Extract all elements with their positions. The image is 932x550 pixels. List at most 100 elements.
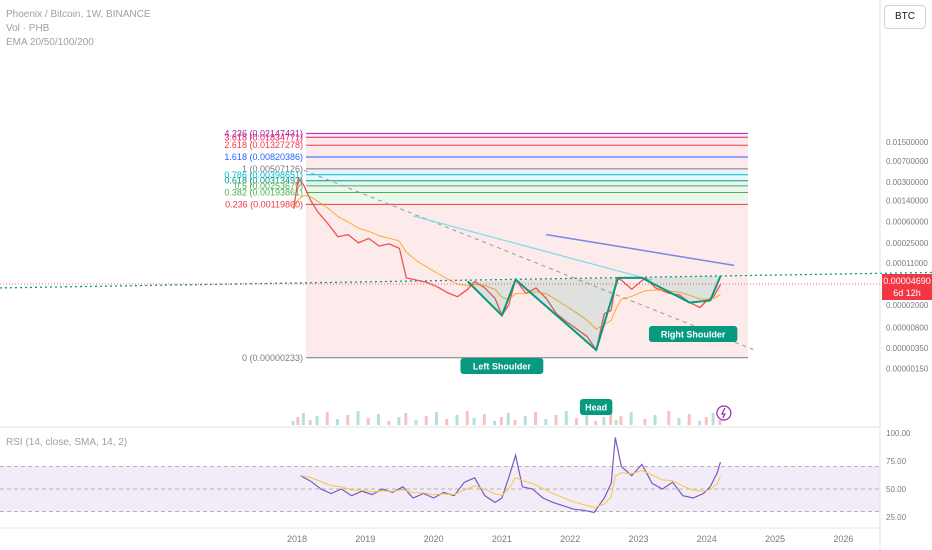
y-tick-label: 0.00700000	[886, 157, 929, 166]
volume-bar	[482, 414, 486, 425]
y-tick-label: 0.00060000	[886, 217, 929, 226]
fib-zone	[306, 133, 748, 138]
ema-label: EMA 20/50/100/200	[6, 37, 94, 48]
volume-bar	[718, 420, 722, 425]
chart-legend: Phoenix / Bitcoin, 1W, BINANCE Vol · PHB…	[6, 8, 151, 50]
channel-line[interactable]	[546, 233, 735, 267]
volume-bar	[445, 419, 449, 425]
volume-bar	[376, 414, 380, 425]
rsi-band	[0, 466, 880, 512]
fib-zone	[306, 168, 748, 175]
head-and-shoulders-pattern[interactable]: Left Shoulder Head Right Shoulder	[460, 275, 738, 415]
x-tick-label: 2025	[765, 534, 785, 544]
lightning-icon[interactable]	[716, 405, 732, 421]
volume-label: Vol · PHB	[6, 23, 50, 34]
volume-bar	[506, 413, 510, 425]
fib-zone	[306, 192, 748, 205]
volume-bar	[315, 416, 319, 425]
volume-bar	[614, 420, 618, 425]
right-shoulder-label-text: Right Shoulder	[661, 330, 726, 340]
countdown-label: 6d 12h	[893, 288, 921, 298]
x-tick-label: 2018	[287, 534, 307, 544]
volume-bar	[301, 413, 305, 425]
y-tick-label: 0.01500000	[886, 138, 929, 147]
fib-level-label: 3.618 (0.01834771)	[224, 132, 303, 142]
fib-zone	[306, 145, 748, 158]
volume-bar	[677, 418, 681, 425]
neckline-dotted[interactable]	[0, 271, 932, 289]
volume-bar	[667, 411, 671, 425]
symbol-button[interactable]: BTC	[884, 5, 926, 29]
volume-bar	[513, 420, 517, 425]
fib-zone	[306, 137, 748, 146]
rsi-pane[interactable]	[0, 426, 880, 514]
head-label-text: Head	[585, 403, 607, 413]
volume-bar	[564, 411, 568, 425]
current-price-value: 0.00004690	[883, 276, 931, 286]
y-tick-label: 0.00025000	[886, 239, 929, 248]
volume-bar	[397, 417, 401, 425]
volume-bar	[711, 413, 715, 425]
x-tick-label: 2021	[492, 534, 512, 544]
fib-level-label: 0.786 (0.00398651)	[224, 170, 303, 180]
volume-bar	[335, 419, 339, 425]
fib-level-label: 0.382 (0.00193861)	[224, 188, 303, 198]
head-label-box	[579, 399, 613, 415]
volume-bar	[585, 414, 589, 425]
rsi-sma-line	[300, 469, 721, 509]
volume-bar	[356, 411, 360, 425]
volume-bar	[499, 417, 503, 425]
volume-bar	[687, 414, 691, 425]
lightning-glyph	[720, 407, 726, 419]
volume-bar	[653, 415, 657, 425]
x-tick-label: 2020	[424, 534, 444, 544]
fib-zone	[306, 185, 748, 193]
volume-bar	[435, 412, 439, 425]
volume-bar	[609, 413, 613, 425]
y-tick-label: 0.00002000	[886, 301, 929, 310]
volume-bar	[704, 417, 708, 425]
volume-bar	[472, 418, 476, 425]
current-price-tag: 0.00004690 6d 12h	[882, 274, 932, 300]
pattern-fill	[467, 276, 721, 350]
volume-bar	[544, 419, 548, 425]
volume-bar	[291, 421, 295, 425]
volume-bar	[594, 421, 598, 425]
fib-level-label: 0 (0.00000233)	[242, 353, 303, 363]
rsi-tick-label: 75.00	[886, 457, 907, 466]
y-tick-label: 0.00000150	[886, 365, 929, 374]
fib-level-label: 0.618 (0.00313493)	[224, 176, 303, 186]
fib-level-label: 1 (0.00507126)	[242, 164, 303, 174]
volume-bar	[414, 420, 418, 425]
fib-level-label: 0.236 (0.00119860)	[225, 199, 303, 209]
fib-level-label: 1.618 (0.00820386)	[224, 152, 303, 162]
volume-bar	[534, 412, 538, 425]
y-tick-label: 0.00000350	[886, 344, 929, 353]
ema-line	[293, 194, 721, 330]
fib-level-label: 4.236 (0.02147431)	[224, 128, 303, 138]
rsi-tick-label: 25.00	[886, 513, 907, 522]
y-tick-label: 0.00011000	[886, 259, 928, 268]
y-tick-label: 0.00140000	[886, 197, 929, 206]
rsi-label: RSI (14, close, SMA, 14, 2)	[6, 437, 128, 448]
x-tick-label: 2026	[833, 534, 853, 544]
volume-bar	[404, 413, 408, 425]
symbol-title: Phoenix / Bitcoin, 1W, BINANCE	[6, 9, 151, 20]
left-shoulder-label-text: Left Shoulder	[473, 362, 531, 372]
y-tick-label: 0.00000800	[886, 323, 929, 332]
rsi-tick-label: 100.00	[886, 429, 911, 438]
fib-zone	[306, 157, 748, 169]
y-tick-label: 0.00300000	[886, 178, 929, 187]
left-shoulder-label-box	[460, 358, 544, 374]
fib-level-label: 0.5 (0.00253679)	[234, 181, 303, 191]
pattern-outline[interactable]	[467, 275, 722, 352]
volume-bar	[465, 411, 469, 425]
x-tick-label: 2022	[560, 534, 580, 544]
rsi-tick-label: 50.00	[886, 485, 907, 494]
trend-lines[interactable]	[0, 169, 932, 351]
right-shoulder-label-box	[648, 326, 738, 342]
downtrend-line[interactable]	[303, 169, 755, 351]
volume-bar	[554, 415, 558, 425]
